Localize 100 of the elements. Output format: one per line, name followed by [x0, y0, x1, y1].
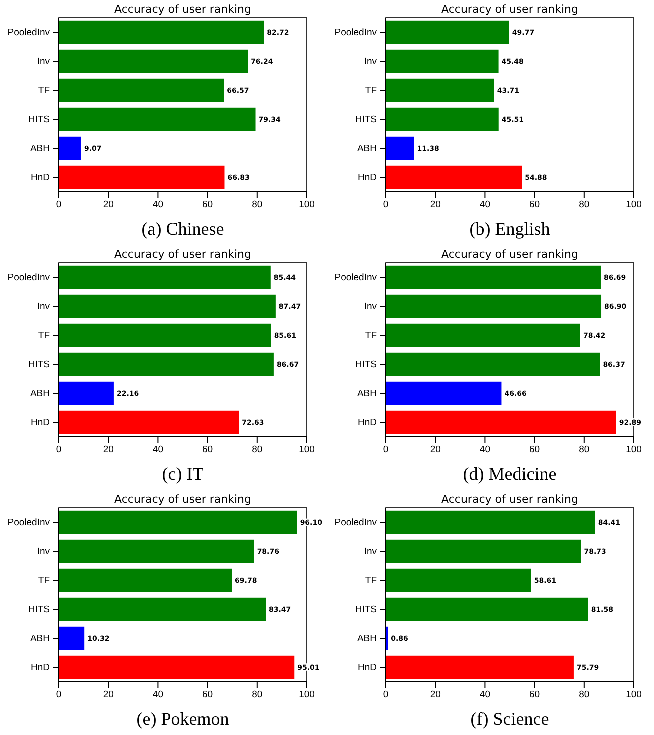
x-axis-title: (b) English — [470, 219, 550, 239]
bar — [386, 20, 510, 44]
y-tick-label: TF — [38, 576, 50, 587]
y-tick-label: Inv — [364, 302, 378, 313]
x-tick-label: 60 — [530, 444, 540, 456]
bar — [386, 266, 601, 290]
y-tick-label: ABH — [357, 634, 378, 645]
bar — [59, 382, 114, 406]
bar — [386, 78, 494, 102]
chart-title: Accuracy of user ranking — [442, 248, 578, 261]
chart-title: Accuracy of user ranking — [114, 493, 252, 506]
bar — [386, 136, 414, 160]
x-tick-label: 80 — [252, 200, 263, 211]
bar — [59, 352, 274, 376]
y-tick-label: PooledInv — [334, 518, 378, 529]
bar — [386, 294, 602, 318]
chart-title: Accuracy of user ranking — [442, 493, 578, 506]
y-tick-label: TF — [365, 576, 378, 587]
x-tick-label: 20 — [430, 200, 441, 211]
bar — [59, 108, 256, 132]
bar — [386, 166, 522, 190]
bar — [59, 166, 225, 190]
bar — [386, 410, 616, 434]
x-tick-label: 100 — [626, 200, 642, 211]
y-tick-label: ABH — [357, 388, 378, 400]
x-tick-label: 40 — [480, 444, 490, 456]
x-tick-label: 60 — [202, 200, 214, 211]
x-tick-label: 0 — [383, 200, 389, 211]
bar — [59, 324, 272, 348]
y-tick-label: HnD — [30, 172, 50, 184]
x-axis-title: (c) IT — [162, 464, 204, 484]
bar — [386, 352, 600, 376]
x-tick-label: 40 — [152, 690, 164, 701]
y-tick-label: TF — [38, 86, 50, 97]
y-tick-label: Inv — [37, 302, 50, 313]
x-tick-label: 100 — [299, 200, 315, 211]
y-tick-label: HITS — [355, 360, 377, 371]
x-tick-label: 40 — [480, 200, 490, 211]
y-tick-label: PooledInv — [8, 518, 50, 529]
bar — [386, 382, 502, 406]
x-tick-label: 0 — [56, 690, 62, 701]
x-tick-label: 0 — [383, 690, 389, 701]
bar — [59, 656, 295, 680]
y-tick-label: HnD — [358, 662, 378, 674]
bar — [386, 568, 532, 592]
x-tick-label: 20 — [430, 444, 441, 456]
chart-title: Accuracy of user ranking — [114, 248, 252, 261]
y-tick-label: HITS — [28, 360, 50, 371]
bar — [59, 540, 254, 564]
bar — [59, 294, 276, 318]
x-tick-label: 60 — [530, 690, 540, 701]
y-tick-label: HnD — [30, 662, 50, 674]
x-tick-label: 100 — [299, 690, 315, 701]
y-tick-label: HITS — [355, 114, 377, 126]
y-tick-label: HnD — [358, 172, 378, 184]
y-tick-label: PooledInv — [334, 272, 378, 284]
y-tick-label: Inv — [37, 56, 50, 68]
bar — [59, 20, 264, 44]
x-tick-label: 60 — [202, 690, 214, 701]
x-axis-title: (f) Science — [470, 709, 550, 729]
y-tick-label: HITS — [28, 114, 50, 126]
bar — [59, 510, 298, 534]
x-tick-label: 20 — [103, 690, 114, 701]
x-tick-label: 0 — [383, 444, 389, 456]
x-tick-label: 100 — [299, 444, 315, 456]
bar — [59, 598, 266, 622]
x-axis-title: (d) Medicine — [463, 464, 557, 484]
x-axis-title: (e) Pokemon — [136, 709, 230, 729]
bar — [386, 50, 499, 74]
y-tick-label: Inv — [364, 56, 378, 68]
bar — [386, 656, 574, 680]
bar — [59, 78, 224, 102]
y-tick-label: Inv — [364, 546, 378, 558]
y-tick-label: PooledInv — [8, 272, 50, 284]
y-tick-label: HnD — [358, 418, 378, 429]
y-tick-label: HITS — [355, 604, 377, 616]
x-axis-title: (a) Chinese — [142, 219, 224, 239]
x-tick-label: 40 — [152, 200, 164, 211]
y-tick-label: Inv — [37, 546, 50, 558]
x-tick-label: 80 — [579, 690, 590, 701]
x-tick-label: 20 — [430, 690, 441, 701]
bar — [386, 510, 596, 534]
y-tick-label: TF — [365, 86, 378, 97]
chart-title: Accuracy of user ranking — [114, 3, 252, 16]
y-tick-label: ABH — [30, 144, 50, 155]
y-tick-label: PooledInv — [8, 28, 50, 39]
y-tick-label: ABH — [30, 388, 50, 400]
x-tick-label: 20 — [103, 200, 114, 211]
bar — [386, 108, 499, 132]
x-tick-label: 80 — [579, 444, 590, 456]
x-tick-label: 40 — [152, 444, 164, 456]
y-tick-label: ABH — [30, 634, 50, 645]
x-tick-label: 20 — [103, 444, 114, 456]
chart-title: Accuracy of user ranking — [442, 3, 578, 16]
x-tick-label: 60 — [530, 200, 540, 211]
bar — [386, 598, 588, 622]
y-tick-label: HITS — [28, 604, 50, 616]
y-tick-label: HnD — [30, 418, 50, 429]
y-tick-label: TF — [365, 330, 378, 342]
x-tick-label: 100 — [626, 444, 642, 456]
